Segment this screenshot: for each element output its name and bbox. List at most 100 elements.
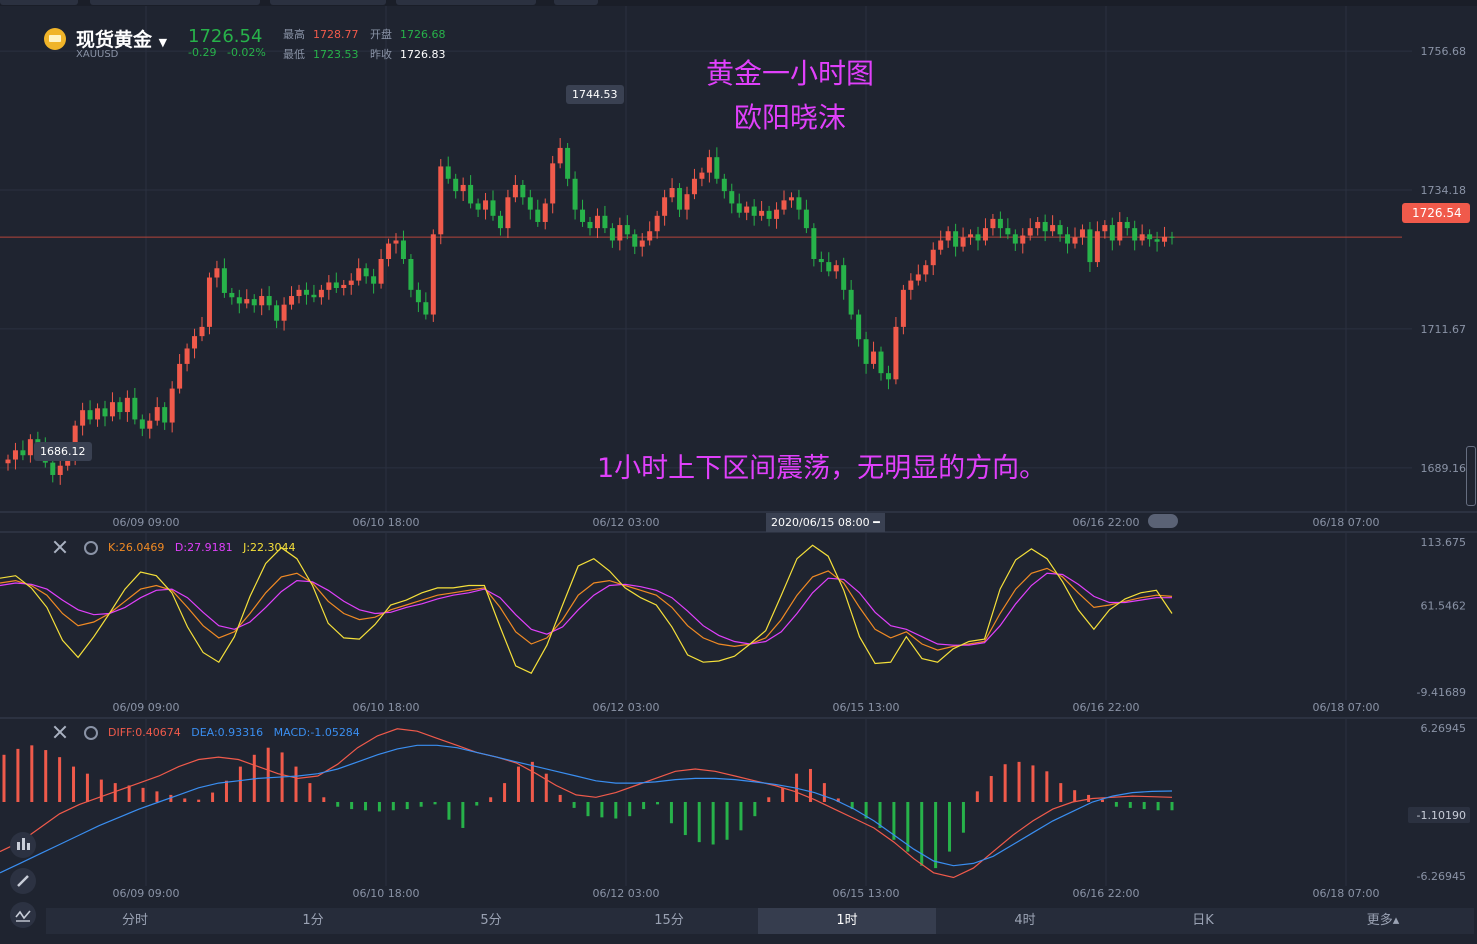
symbol-name[interactable]: 现货黄金 ▼ xyxy=(76,29,168,51)
macd-bar xyxy=(906,802,910,852)
candle-body xyxy=(527,197,533,210)
x-tick-label: 06/10 18:00 xyxy=(353,701,420,714)
x-tick-label: 06/16 22:00 xyxy=(1073,701,1140,714)
macd-bar xyxy=(1031,765,1035,802)
close-macd-icon[interactable] xyxy=(53,725,67,739)
macd-bar xyxy=(836,798,840,802)
tab-1min[interactable]: 1分 xyxy=(302,913,324,928)
candle-body xyxy=(550,163,556,204)
macd-bar xyxy=(753,802,757,817)
macd-bar xyxy=(461,802,465,828)
candle-body xyxy=(572,178,578,210)
candle-body xyxy=(57,465,63,475)
macd-bar xyxy=(266,747,270,802)
candle-body xyxy=(132,397,138,420)
candle-body xyxy=(938,240,944,250)
macd-bar xyxy=(113,783,117,802)
x-tick-label: 06/15 13:00 xyxy=(833,701,900,714)
scrollbar[interactable] xyxy=(1466,446,1476,506)
y-tick-label: -6.26945 xyxy=(1417,870,1466,883)
candle-body xyxy=(206,277,212,327)
macd-bar xyxy=(558,794,562,802)
candle-body xyxy=(1087,229,1093,263)
candle-body xyxy=(960,237,966,247)
candle-body xyxy=(303,289,309,295)
tab-4hour[interactable]: 4时 xyxy=(1014,913,1036,928)
kdj-chart[interactable]: 113.675 61.5462 -9.41689 06/09 09:00 06/10 1… xyxy=(0,530,1477,716)
candle-body xyxy=(1020,235,1026,244)
chevron-down-icon[interactable]: ▼ xyxy=(158,36,168,49)
macd-settings-gear-icon[interactable] xyxy=(84,726,98,740)
macd-bar xyxy=(322,797,326,802)
timeframe-tabs: 分时 1分 5分 15分 1时 4时 日K 更多▴ xyxy=(46,908,1474,934)
candle-body xyxy=(759,210,765,216)
kdj-settings-gear-icon[interactable] xyxy=(84,541,98,555)
candle-body xyxy=(930,249,936,266)
candle-body xyxy=(475,203,481,210)
top-tab[interactable] xyxy=(396,0,536,5)
macd-bar xyxy=(308,783,312,802)
candle-body xyxy=(871,351,877,364)
more-dots-button[interactable] xyxy=(1148,514,1178,528)
macd-bar xyxy=(294,766,298,802)
kdj-line-d xyxy=(0,572,1172,646)
indicator-icon[interactable] xyxy=(10,902,36,928)
tab-more[interactable]: 更多▴ xyxy=(1366,913,1400,928)
candle-body xyxy=(341,284,347,289)
candle-body xyxy=(878,351,884,374)
candle-type-icon[interactable] xyxy=(10,832,36,858)
macd-bar xyxy=(350,802,354,810)
candle-body xyxy=(706,157,712,173)
x-tick-label: 06/15 13:00 xyxy=(833,887,900,900)
candle-body xyxy=(594,215,600,229)
macd-bar xyxy=(197,799,201,802)
macd-bar xyxy=(447,802,451,820)
macd-bar xyxy=(878,802,882,828)
tab-1hour[interactable]: 1时 xyxy=(758,908,936,934)
candle-body xyxy=(997,218,1003,229)
tab-15min[interactable]: 15分 xyxy=(654,913,684,928)
top-tab[interactable] xyxy=(90,0,260,5)
macd-bar xyxy=(614,802,618,819)
macd-bar xyxy=(961,802,965,833)
candle-body xyxy=(1065,234,1071,244)
macd-bar xyxy=(600,802,604,818)
tab-daily[interactable]: 日K xyxy=(1192,913,1214,928)
candle-body xyxy=(691,178,697,195)
candle-body xyxy=(460,184,466,192)
candle-body xyxy=(1035,221,1041,229)
x-tick-label: 06/10 18:00 xyxy=(353,516,420,529)
candle-body xyxy=(968,234,974,238)
y-tick-label: 61.5462 xyxy=(1421,600,1467,613)
candle-body xyxy=(729,191,735,204)
candle-body xyxy=(169,388,175,423)
macd-bar xyxy=(697,802,701,843)
candle-body xyxy=(1079,229,1085,238)
top-tab[interactable] xyxy=(554,0,598,5)
candle-body xyxy=(945,231,951,241)
close-kdj-icon[interactable] xyxy=(53,540,67,554)
candle-body xyxy=(72,425,78,458)
candle-body xyxy=(117,402,123,413)
macd-bar xyxy=(544,773,548,802)
candle-body xyxy=(512,184,518,198)
macd-chart[interactable]: 6.26945 -1.10190 -6.26945 06/09 09:00 06/10 … xyxy=(0,716,1477,906)
top-tab[interactable] xyxy=(270,0,386,5)
macd-legend: DIFF:0.40674 DEA:0.93316 MACD:-1.05284 xyxy=(108,726,360,739)
tab-5min[interactable]: 5分 xyxy=(480,913,502,928)
candle-body xyxy=(266,296,272,306)
candlestick-chart[interactable]: 1756.68 1734.18 1711.67 1689.16 06/09 09:00 0… xyxy=(0,6,1477,536)
y-tick-label: 113.675 xyxy=(1421,536,1467,549)
top-tab[interactable] xyxy=(0,0,78,5)
candle-body xyxy=(1154,239,1160,242)
candle-body xyxy=(65,457,71,466)
macd-bar xyxy=(989,776,993,802)
tab-fenshi[interactable]: 分时 xyxy=(121,913,148,928)
candle-body xyxy=(445,166,451,179)
macd-bar xyxy=(683,802,687,836)
candle-body xyxy=(162,407,168,423)
candle-body xyxy=(856,314,862,340)
candle-body xyxy=(714,157,720,179)
candle-body xyxy=(609,228,615,241)
draw-pencil-icon[interactable] xyxy=(10,868,36,894)
